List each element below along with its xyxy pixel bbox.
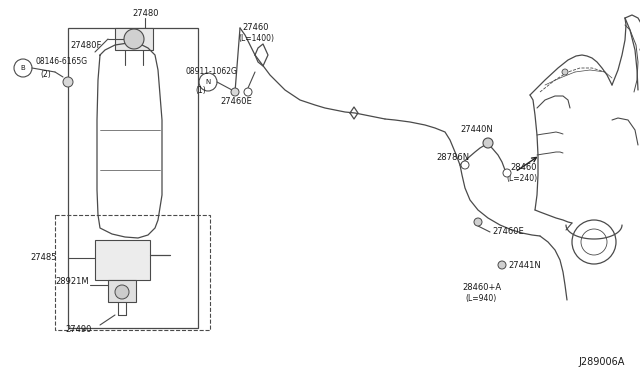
Text: B: B (20, 65, 26, 71)
Text: 27480: 27480 (132, 9, 159, 17)
Bar (55, 215, 210, 330)
Circle shape (244, 88, 252, 96)
Bar (95, 240, 150, 280)
Text: 28460: 28460 (510, 164, 536, 173)
Circle shape (124, 29, 144, 49)
Circle shape (461, 161, 469, 169)
Text: 27460: 27460 (242, 23, 269, 32)
Text: 28786N: 28786N (436, 154, 469, 163)
Circle shape (562, 69, 568, 75)
Bar (108, 280, 136, 302)
Text: (1): (1) (195, 86, 205, 94)
Text: 28921M: 28921M (55, 278, 88, 286)
Text: J289006A: J289006A (579, 357, 625, 367)
Text: 27485: 27485 (30, 253, 56, 263)
Circle shape (503, 169, 511, 177)
Bar (68, 28, 198, 328)
Text: 28460+A: 28460+A (462, 283, 501, 292)
Circle shape (498, 261, 506, 269)
Text: (L=240): (L=240) (506, 173, 537, 183)
Circle shape (474, 218, 482, 226)
Text: 08911-1062G: 08911-1062G (185, 67, 237, 77)
Text: 27441N: 27441N (508, 260, 541, 269)
Text: 08146-6165G: 08146-6165G (35, 58, 87, 67)
Circle shape (483, 138, 493, 148)
Bar (115, 28, 153, 50)
Text: N: N (205, 79, 211, 85)
Circle shape (63, 77, 73, 87)
Circle shape (115, 285, 129, 299)
Text: (L=940): (L=940) (465, 294, 496, 302)
Text: (L=1400): (L=1400) (238, 33, 274, 42)
Text: 27440N: 27440N (460, 125, 493, 135)
Text: 27460E: 27460E (220, 97, 252, 106)
Text: (2): (2) (40, 71, 51, 80)
Text: 27460E: 27460E (492, 228, 524, 237)
Circle shape (231, 88, 239, 96)
Text: 27480F: 27480F (70, 41, 101, 49)
Text: 27490: 27490 (65, 326, 92, 334)
